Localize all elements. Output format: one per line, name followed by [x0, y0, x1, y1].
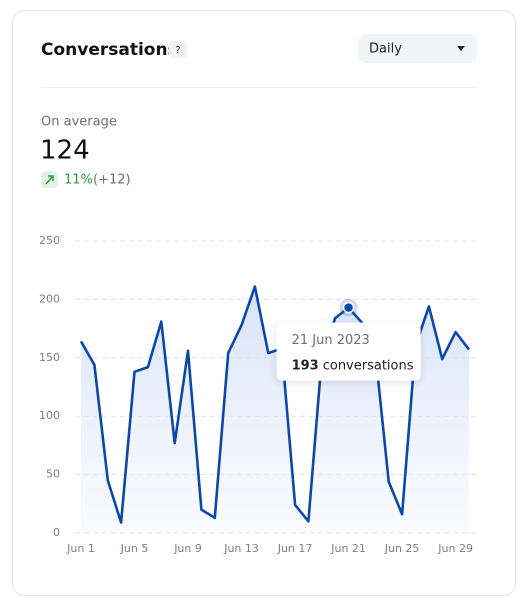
hover-point	[342, 301, 355, 314]
period-value[interactable]: Daily	[369, 42, 402, 57]
x-tick-label: Jun 9	[173, 542, 202, 555]
y-tick-label: 150	[39, 351, 60, 364]
change-percent: 11%	[64, 173, 93, 188]
dropdown-caret[interactable]	[457, 46, 465, 51]
y-tick-label: 100	[39, 409, 60, 422]
tooltip: 21 Jun 2023 193 conversations	[276, 322, 421, 381]
trend-arrow	[45, 175, 54, 185]
help-badge[interactable]	[169, 41, 187, 58]
summary-label: On average	[41, 115, 117, 130]
x-tick-label: Jun 5	[120, 542, 149, 555]
y-tick-label: 250	[39, 234, 60, 247]
x-tick-label: Jun 1	[66, 542, 95, 555]
card-title: Conversations	[41, 40, 178, 60]
period-dropdown[interactable]	[358, 34, 477, 63]
tooltip-value: 193 conversations	[292, 358, 414, 373]
x-tick-label: Jun 17	[277, 542, 313, 555]
x-tick-label: Jun 29	[437, 542, 473, 555]
x-tick-label: Jun 25	[384, 542, 420, 555]
summary-value: 124	[40, 136, 90, 166]
tooltip-unit: conversations	[323, 358, 414, 373]
x-tick-label: Jun 13	[223, 542, 259, 555]
tooltip-date: 21 Jun 2023	[292, 333, 370, 348]
x-tick-label: Jun 21	[330, 542, 366, 555]
y-tick-label: 200	[39, 292, 60, 305]
tooltip-number: 193	[292, 358, 319, 373]
help-icon[interactable]: ?	[175, 45, 180, 56]
change-absolute: (+12)	[93, 173, 131, 188]
line	[79, 285, 471, 524]
y-tick-label: 50	[46, 468, 60, 481]
y-tick-label: 0	[53, 526, 60, 539]
tooltip-box	[276, 322, 421, 381]
